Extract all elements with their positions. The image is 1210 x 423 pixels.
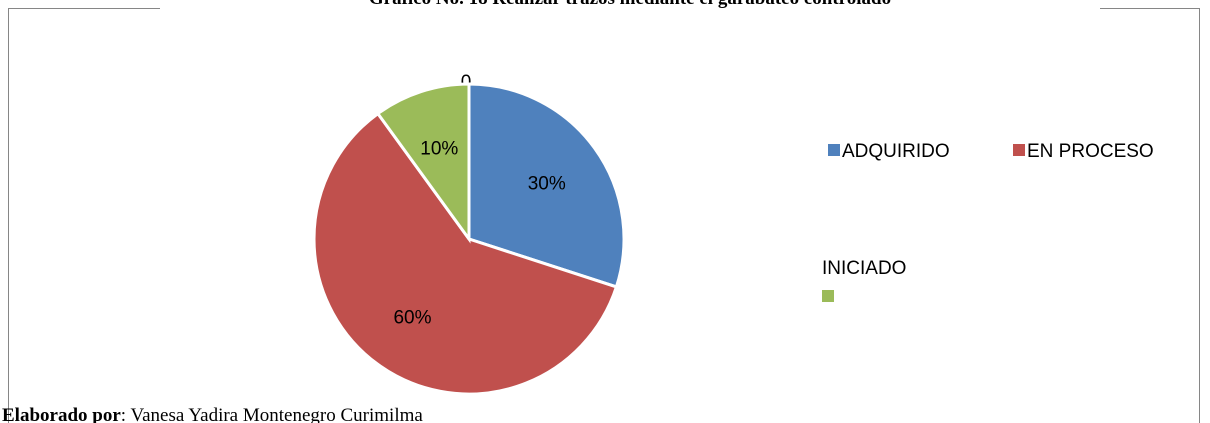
legend-swatch xyxy=(828,144,840,156)
legend-label: ADQUIRIDO xyxy=(842,141,950,162)
legend-label: EN PROCESO xyxy=(1027,141,1154,162)
data-label: 60% xyxy=(393,308,431,329)
chart-title: Gráfico No. 18 Realizar trazos mediante … xyxy=(369,0,891,9)
data-label: 10% xyxy=(420,139,458,160)
pie-slice xyxy=(375,82,471,244)
pie-slice xyxy=(467,82,626,289)
footer-label: Elaborado por xyxy=(2,405,121,423)
annotation: 0 xyxy=(461,72,472,93)
legend-swatch xyxy=(822,290,834,302)
data-label: 30% xyxy=(528,174,566,195)
footer: Elaborado por: Vanesa Yadira Montenegro … xyxy=(2,405,423,423)
legend-swatch xyxy=(1013,144,1025,156)
footer-text: : Vanesa Yadira Montenegro Curimilma xyxy=(121,405,424,423)
legend-label: INICIADO xyxy=(822,258,906,279)
title-backdrop xyxy=(160,0,1100,9)
pie-slice xyxy=(312,111,619,396)
